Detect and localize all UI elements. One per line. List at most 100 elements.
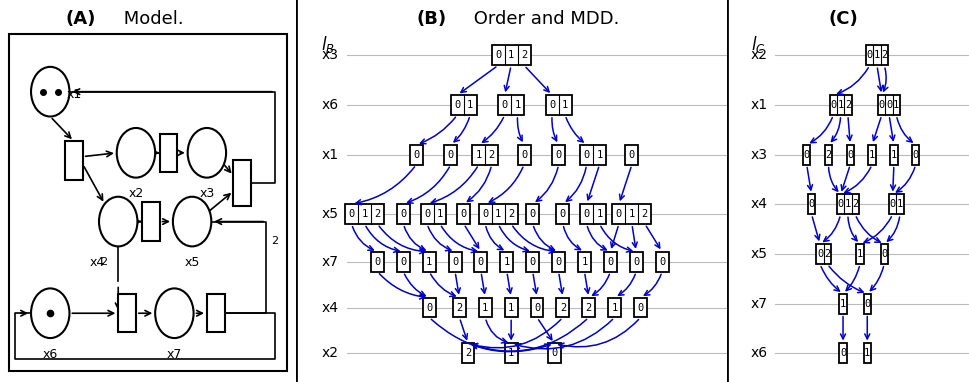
- FancyBboxPatch shape: [517, 145, 531, 165]
- FancyBboxPatch shape: [552, 252, 565, 272]
- Text: x3: x3: [751, 148, 768, 162]
- FancyBboxPatch shape: [839, 343, 847, 363]
- Text: 0: 0: [583, 150, 590, 160]
- FancyBboxPatch shape: [878, 95, 900, 115]
- FancyBboxPatch shape: [498, 95, 524, 115]
- FancyBboxPatch shape: [863, 294, 871, 314]
- Text: 1: 1: [864, 348, 870, 358]
- Text: 1: 1: [476, 150, 482, 160]
- Text: 2: 2: [881, 50, 888, 60]
- FancyBboxPatch shape: [491, 45, 531, 65]
- Text: x4: x4: [90, 256, 106, 269]
- Text: 0: 0: [808, 199, 815, 209]
- Text: x3: x3: [322, 49, 338, 62]
- Text: 0: 0: [454, 100, 460, 110]
- Text: 1: 1: [845, 199, 851, 209]
- Text: x1: x1: [322, 148, 338, 162]
- FancyBboxPatch shape: [531, 298, 544, 317]
- Text: 0: 0: [549, 100, 555, 110]
- FancyBboxPatch shape: [868, 145, 876, 165]
- Text: 2: 2: [100, 257, 107, 267]
- Text: 0: 0: [502, 100, 508, 110]
- Text: x7: x7: [167, 348, 182, 361]
- Text: 0: 0: [879, 100, 885, 110]
- Text: 2: 2: [508, 209, 515, 219]
- Circle shape: [31, 288, 70, 338]
- FancyBboxPatch shape: [816, 244, 830, 264]
- FancyBboxPatch shape: [345, 204, 384, 224]
- Text: x1: x1: [66, 88, 81, 101]
- FancyBboxPatch shape: [612, 204, 651, 224]
- FancyBboxPatch shape: [371, 252, 384, 272]
- Text: 2: 2: [845, 100, 851, 110]
- Text: 1: 1: [891, 150, 897, 160]
- Text: 1: 1: [515, 100, 520, 110]
- Text: 2: 2: [521, 50, 527, 60]
- Text: $l_C$: $l_C$: [751, 34, 766, 55]
- Text: 1: 1: [869, 150, 875, 160]
- Text: 1: 1: [504, 257, 510, 267]
- Text: 2: 2: [374, 209, 381, 219]
- Text: 0: 0: [560, 209, 566, 219]
- Text: 2: 2: [585, 303, 592, 312]
- Text: 0: 0: [866, 50, 873, 60]
- FancyBboxPatch shape: [453, 298, 466, 317]
- Text: 0: 0: [890, 199, 895, 209]
- Text: x6: x6: [322, 98, 338, 112]
- Text: x7: x7: [751, 297, 768, 311]
- FancyBboxPatch shape: [556, 204, 570, 224]
- Text: 0: 0: [495, 50, 501, 60]
- FancyBboxPatch shape: [891, 145, 897, 165]
- Text: 0: 0: [413, 150, 420, 160]
- Text: 0: 0: [881, 249, 888, 259]
- Text: 0: 0: [629, 150, 635, 160]
- Text: 1: 1: [597, 150, 603, 160]
- Text: (A): (A): [65, 10, 95, 28]
- FancyBboxPatch shape: [803, 145, 810, 165]
- FancyBboxPatch shape: [829, 95, 852, 115]
- Text: 0: 0: [608, 257, 613, 267]
- Text: x4: x4: [751, 197, 768, 211]
- Text: Order and MDD.: Order and MDD.: [468, 10, 619, 28]
- Text: 0: 0: [837, 199, 844, 209]
- Bar: [206, 294, 225, 332]
- Text: 0: 0: [913, 150, 919, 160]
- FancyBboxPatch shape: [625, 145, 639, 165]
- Circle shape: [31, 67, 70, 117]
- FancyBboxPatch shape: [445, 145, 457, 165]
- Text: 1: 1: [857, 249, 863, 259]
- Text: x7: x7: [322, 255, 338, 269]
- FancyBboxPatch shape: [604, 252, 617, 272]
- Text: (C): (C): [828, 10, 859, 28]
- FancyBboxPatch shape: [505, 343, 517, 363]
- Text: 0: 0: [374, 257, 381, 267]
- FancyBboxPatch shape: [461, 343, 475, 363]
- FancyBboxPatch shape: [556, 298, 570, 317]
- FancyBboxPatch shape: [863, 343, 871, 363]
- FancyBboxPatch shape: [890, 194, 903, 214]
- Text: 0: 0: [638, 303, 643, 312]
- Text: 2: 2: [641, 209, 648, 219]
- FancyBboxPatch shape: [837, 194, 859, 214]
- Text: 1: 1: [874, 50, 880, 60]
- Text: 0: 0: [555, 257, 562, 267]
- FancyBboxPatch shape: [857, 244, 863, 264]
- Text: x5: x5: [751, 247, 768, 261]
- Text: (B): (B): [417, 10, 447, 28]
- Text: 0: 0: [426, 303, 432, 312]
- FancyBboxPatch shape: [847, 145, 854, 165]
- Text: 0: 0: [478, 257, 484, 267]
- Text: 2: 2: [825, 249, 830, 259]
- Text: 0: 0: [424, 209, 430, 219]
- Text: 1: 1: [495, 209, 501, 219]
- FancyBboxPatch shape: [500, 252, 514, 272]
- FancyBboxPatch shape: [397, 252, 410, 272]
- Text: 0: 0: [448, 150, 453, 160]
- FancyBboxPatch shape: [634, 298, 647, 317]
- Text: $l_B$: $l_B$: [322, 34, 335, 55]
- FancyBboxPatch shape: [449, 252, 461, 272]
- FancyBboxPatch shape: [9, 34, 287, 371]
- Text: 0: 0: [803, 150, 810, 160]
- FancyBboxPatch shape: [582, 298, 595, 317]
- FancyBboxPatch shape: [451, 95, 477, 115]
